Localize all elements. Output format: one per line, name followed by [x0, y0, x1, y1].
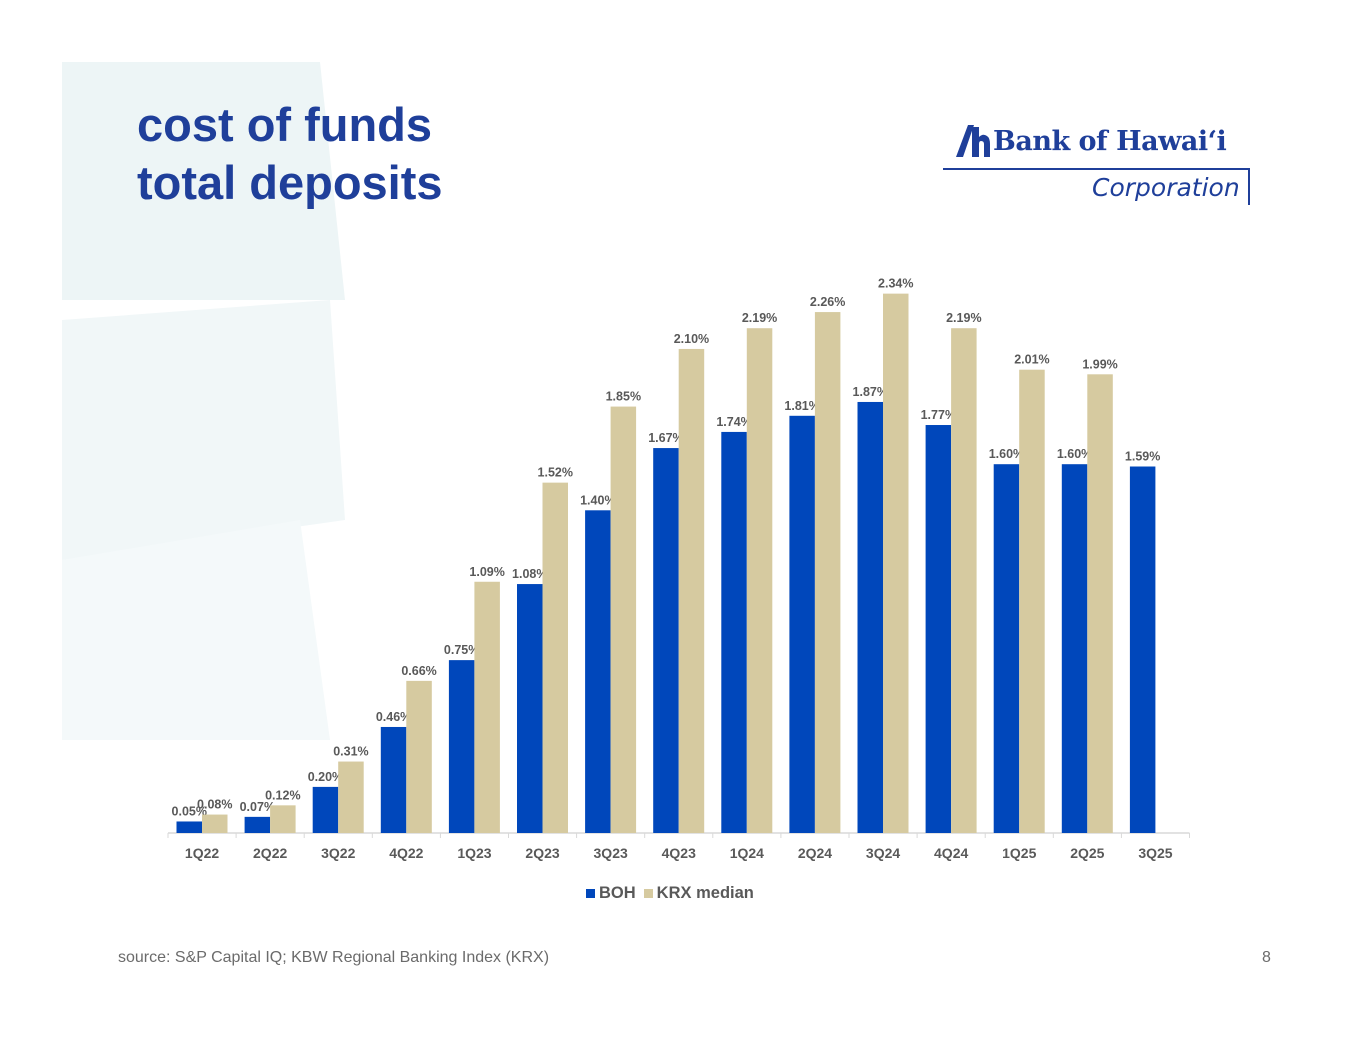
data-label-boh-1Q23: 0.75%: [444, 643, 479, 657]
logo-divider: [943, 168, 1250, 170]
x-tick-label-1Q24: 1Q24: [730, 845, 764, 861]
data-label-krx-2Q25: 1.99%: [1082, 357, 1117, 371]
bar-boh-1Q24: [721, 431, 747, 833]
chart-legend: BOH KRX median: [586, 884, 762, 903]
data-label-krx-1Q23: 1.09%: [469, 565, 504, 579]
page-number: 8: [1262, 949, 1271, 966]
data-label-krx-3Q24: 2.34%: [878, 277, 913, 291]
bar-boh-2Q22: [244, 816, 271, 833]
data-label-boh-3Q24: 1.87%: [853, 385, 888, 399]
bar-krx-4Q23: [678, 348, 705, 833]
data-label-krx-1Q25: 2.01%: [1014, 353, 1049, 367]
watermark-star-graphic: [62, 62, 345, 740]
bar-boh-2Q24: [789, 415, 815, 833]
data-label-krx-4Q24: 2.19%: [946, 311, 981, 325]
bar-krx-3Q22: [338, 761, 364, 833]
x-tick-label-2Q25: 2Q25: [1070, 845, 1104, 861]
data-label-krx-2Q24: 2.26%: [810, 295, 845, 309]
data-label-boh-3Q23: 1.40%: [580, 493, 615, 507]
data-label-boh-1Q25: 1.60%: [989, 447, 1024, 461]
bar-krx-3Q24: [883, 293, 909, 833]
data-label-boh-1Q22: 0.05%: [172, 804, 207, 818]
bar-krx-1Q23: [474, 581, 500, 833]
logo-divider-vertical: [1248, 168, 1250, 205]
x-tick-label-4Q22: 4Q22: [389, 845, 423, 861]
data-label-krx-3Q22: 0.31%: [333, 745, 368, 759]
data-label-boh-2Q22: 0.07%: [240, 800, 275, 814]
bar-boh-2Q25: [1061, 464, 1088, 833]
data-label-krx-1Q22: 0.08%: [197, 798, 232, 812]
data-label-boh-3Q22: 0.20%: [308, 770, 343, 784]
legend-swatch-boh: [586, 889, 595, 898]
x-tick-label-1Q23: 1Q23: [457, 845, 491, 861]
bar-krx-3Q23: [610, 406, 637, 833]
data-label-boh-2Q25: 1.60%: [1057, 447, 1092, 461]
bar-krx-1Q25: [1019, 369, 1045, 833]
bar-boh-3Q24: [857, 401, 883, 833]
bar-krx-2Q22: [270, 805, 296, 833]
data-label-krx-4Q23: 2.10%: [674, 332, 709, 346]
x-tick-label-4Q23: 4Q23: [662, 845, 696, 861]
x-tick-label-1Q22: 1Q22: [185, 845, 219, 861]
bar-boh-3Q25: [1129, 466, 1156, 833]
bar-boh-1Q25: [993, 464, 1020, 833]
slide-title: cost of funds total deposits: [137, 96, 443, 212]
logo-subtitle: Corporation: [1092, 173, 1240, 202]
data-label-krx-2Q23: 1.52%: [538, 466, 573, 480]
x-tick-label-2Q22: 2Q22: [253, 845, 287, 861]
logo-name: Bank of Hawai‘i: [993, 126, 1227, 157]
x-tick-label-3Q22: 3Q22: [321, 845, 355, 861]
bar-krx-2Q25: [1087, 374, 1113, 833]
source-note: source: S&P Capital IQ; KBW Regional Ban…: [118, 949, 550, 966]
x-tick-label-4Q24: 4Q24: [934, 845, 968, 861]
bar-boh-3Q23: [585, 510, 611, 833]
bar-krx-2Q24: [814, 312, 841, 833]
logo-mark-icon: [956, 125, 990, 157]
x-tick-label-3Q24: 3Q24: [866, 845, 900, 861]
data-label-boh-4Q24: 1.77%: [921, 408, 956, 422]
data-label-krx-4Q22: 0.66%: [401, 664, 436, 678]
x-tick-label-2Q23: 2Q23: [525, 845, 559, 861]
data-label-boh-2Q24: 1.81%: [784, 399, 819, 413]
bar-krx-1Q24: [746, 328, 773, 833]
bar-krx-2Q23: [542, 482, 568, 833]
x-tick-label-3Q23: 3Q23: [594, 845, 628, 861]
data-label-boh-2Q23: 1.08%: [512, 567, 547, 581]
legend-item-boh: BOH: [586, 884, 636, 903]
bar-boh-1Q23: [448, 660, 475, 833]
data-label-krx-2Q22: 0.12%: [265, 788, 300, 802]
bar-boh-1Q22: [176, 821, 202, 833]
x-tick-label-3Q25: 3Q25: [1138, 845, 1172, 861]
data-label-krx-1Q24: 2.19%: [742, 311, 777, 325]
title-line-2: total deposits: [137, 156, 443, 209]
bar-boh-4Q24: [925, 425, 952, 833]
data-label-boh-3Q25: 1.59%: [1125, 450, 1160, 464]
data-label-krx-3Q23: 1.85%: [606, 390, 641, 404]
bar-krx-4Q24: [951, 328, 977, 833]
legend-item-krx: KRX median: [643, 884, 754, 903]
data-label-boh-4Q22: 0.46%: [376, 710, 411, 724]
bar-boh-2Q23: [517, 584, 543, 833]
x-tick-label-2Q24: 2Q24: [798, 845, 832, 861]
bank-logo: Bank of Hawai‘i Corporation: [940, 120, 1260, 215]
bar-boh-4Q22: [380, 726, 407, 833]
bar-boh-4Q23: [653, 448, 679, 833]
data-label-boh-1Q24: 1.74%: [716, 415, 751, 429]
bar-krx-4Q22: [406, 680, 432, 833]
legend-swatch-krx: [643, 889, 653, 898]
title-line-1: cost of funds: [137, 98, 433, 151]
bar-krx-1Q22: [202, 814, 228, 833]
legend-label-boh: BOH: [599, 884, 636, 902]
bar-boh-3Q22: [312, 786, 339, 833]
x-tick-label-1Q25: 1Q25: [1002, 845, 1036, 861]
data-label-boh-4Q23: 1.67%: [648, 431, 683, 445]
legend-label-krx: KRX median: [656, 884, 754, 902]
